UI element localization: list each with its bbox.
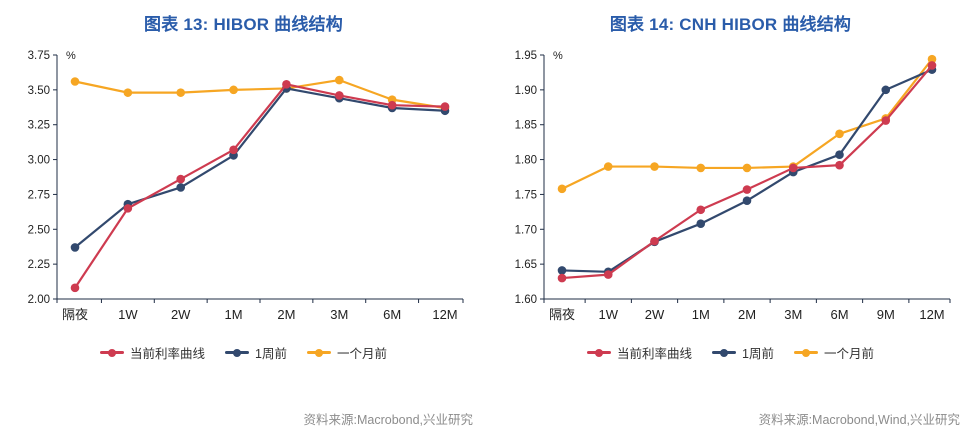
svg-text:2W: 2W xyxy=(170,307,190,322)
legend-item-current-curve: 当前利率曲线 xyxy=(100,343,205,362)
legend-item-one-month-ago: 一个月前 xyxy=(793,343,874,362)
svg-text:隔夜: 隔夜 xyxy=(548,307,574,322)
svg-text:1.80: 1.80 xyxy=(514,155,536,167)
legend-label: 一个月前 xyxy=(336,347,387,361)
svg-text:1.90: 1.90 xyxy=(514,85,536,97)
legend-line-marker xyxy=(712,348,737,357)
source-note: 资料来源:Macrobond,Wind,兴业研究 xyxy=(758,413,960,427)
legend-label: 1周前 xyxy=(742,347,774,361)
legend-item-one-week-ago: 1周前 xyxy=(712,343,774,362)
chart-title: 图表 13: HIBOR 曲线结构 xyxy=(144,15,343,34)
svg-text:3M: 3M xyxy=(330,307,348,322)
svg-text:1M: 1M xyxy=(224,307,242,322)
svg-text:1W: 1W xyxy=(118,307,138,322)
svg-text:12M: 12M xyxy=(432,307,457,322)
svg-text:9M: 9M xyxy=(876,307,894,322)
legend-dot-marker xyxy=(595,348,603,357)
legend-dot-marker xyxy=(108,348,116,357)
svg-text:隔夜: 隔夜 xyxy=(61,307,87,322)
legend-dot-marker xyxy=(314,348,323,357)
svg-text:1.85: 1.85 xyxy=(514,120,536,132)
svg-text:3.00: 3.00 xyxy=(27,155,49,167)
svg-text:1.70: 1.70 xyxy=(514,224,536,236)
legend-item-current-curve: 当前利率曲线 xyxy=(587,343,692,362)
svg-text:1.95: 1.95 xyxy=(514,50,536,62)
svg-text:3.75: 3.75 xyxy=(27,50,49,62)
svg-text:3.50: 3.50 xyxy=(27,85,49,97)
svg-text:1M: 1M xyxy=(691,307,709,322)
svg-text:12M: 12M xyxy=(919,307,944,322)
chart-panel-hibor: 图表 13: HIBOR 曲线结构 2.00 2.25 2.50 2.75 3.00 3.… xyxy=(27,15,473,427)
legend-dot-marker xyxy=(801,348,810,357)
legend-line-marker xyxy=(225,348,250,357)
legend-label: 一个月前 xyxy=(823,347,874,361)
svg-text:1.65: 1.65 xyxy=(514,259,536,271)
chart-panel-cnh-hibor: 图表 14: CNH HIBOR 曲线结构 1.60 1.65 1.70 1.75 1.… xyxy=(487,0,974,436)
legend-line-marker xyxy=(100,348,124,357)
svg-text:6M: 6M xyxy=(383,307,401,322)
source-note: 资料来源:Macrobond,兴业研究 xyxy=(303,413,473,427)
svg-text:2.00: 2.00 xyxy=(27,294,49,306)
legend-label: 1周前 xyxy=(255,347,287,361)
svg-text:2M: 2M xyxy=(277,307,295,322)
legend-dot-marker xyxy=(233,348,242,357)
svg-text:3M: 3M xyxy=(784,307,802,322)
svg-text:1.60: 1.60 xyxy=(514,294,536,306)
svg-text:1.75: 1.75 xyxy=(514,189,536,201)
legend-line-marker xyxy=(793,348,818,357)
legend-line-marker xyxy=(587,348,611,357)
chart-legend: 当前利率曲线 1周前 一个月前 xyxy=(100,343,387,362)
svg-text:1W: 1W xyxy=(598,307,618,322)
svg-text:2.75: 2.75 xyxy=(27,189,49,201)
svg-text:2.50: 2.50 xyxy=(27,224,49,236)
svg-text:6M: 6M xyxy=(830,307,848,322)
legend-label: 当前利率曲线 xyxy=(130,347,206,361)
svg-text:2W: 2W xyxy=(644,307,664,322)
legend-item-one-month-ago: 一个月前 xyxy=(306,343,387,362)
svg-text:%: % xyxy=(553,50,563,62)
legend-dot-marker xyxy=(720,348,729,357)
legend-line-marker xyxy=(306,348,331,357)
svg-text:2M: 2M xyxy=(737,307,755,322)
cnh-hibor-curve-line-chart: 1.60 1.65 1.70 1.75 1.80 1.85 1.90 1.95 % 隔夜 1W 2W 1… xyxy=(514,50,950,322)
svg-text:2.25: 2.25 xyxy=(27,259,49,271)
svg-text:%: % xyxy=(66,50,76,62)
svg-text:3.25: 3.25 xyxy=(27,120,49,132)
legend-label: 当前利率曲线 xyxy=(617,347,693,361)
chart-title: 图表 14: CNH HIBOR 曲线结构 xyxy=(609,15,852,34)
hibor-curve-line-chart: 2.00 2.25 2.50 2.75 3.00 3.25 3.50 3.75 % 隔夜 1W 2W 1… xyxy=(27,50,463,322)
legend-item-one-week-ago: 1周前 xyxy=(225,343,287,362)
chart-legend: 当前利率曲线 1周前 一个月前 xyxy=(587,343,874,362)
